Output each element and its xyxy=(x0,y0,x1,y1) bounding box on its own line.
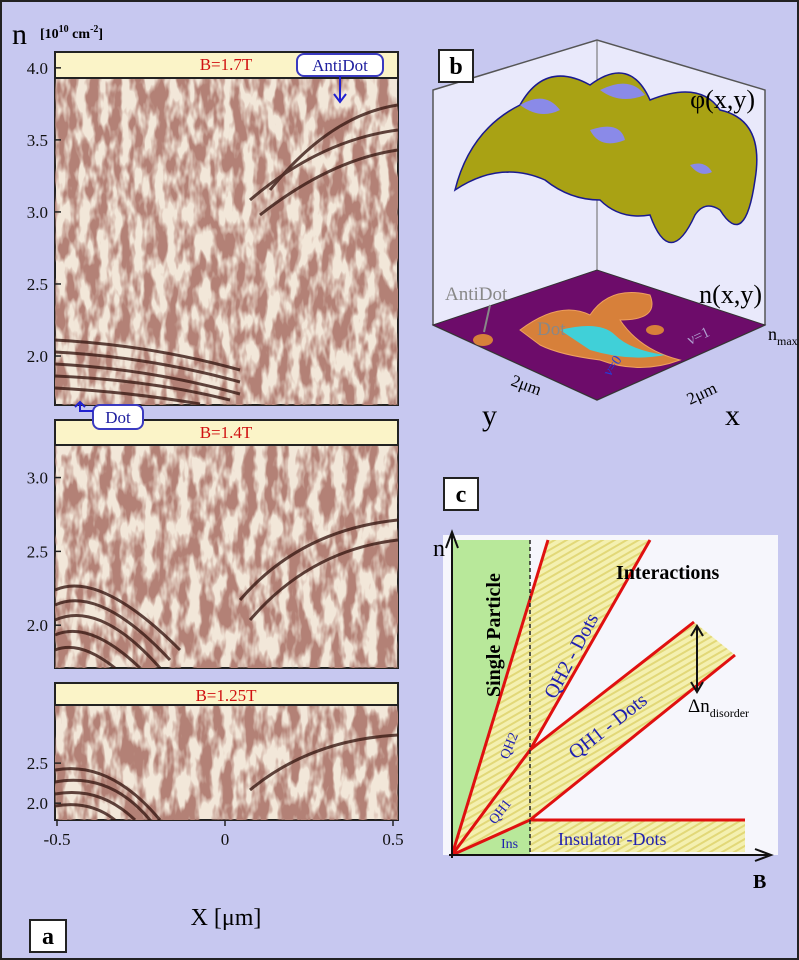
axis-label: x xyxy=(725,399,740,432)
unit-part: [10 xyxy=(40,27,59,42)
panel-label-box xyxy=(443,477,479,511)
image xyxy=(55,705,398,820)
level-sub: max xyxy=(777,334,798,348)
panel-label-box xyxy=(438,49,474,83)
y-tick-label: 2.0 xyxy=(27,347,48,366)
disorder-label: Δndisorder xyxy=(688,696,749,720)
y-tick-label: 2.0 xyxy=(27,616,48,635)
density-dot xyxy=(646,325,664,335)
qh2-band xyxy=(452,540,650,855)
panel-a: n [1010 cm-2] AntiDot Dot X [μm] a xyxy=(12,18,399,953)
axes xyxy=(445,529,774,862)
y-tick-label: 3.5 xyxy=(27,131,48,150)
surface-label: φ(x,y) xyxy=(690,85,755,114)
y-tick-label: 3.0 xyxy=(27,203,48,222)
surface-label: n(x,y) xyxy=(699,280,762,309)
disorder-base: Δn xyxy=(688,696,710,717)
y-tick-label: 2.5 xyxy=(27,275,48,294)
insulator-band xyxy=(530,820,745,852)
image xyxy=(55,78,398,405)
region-label: Interactions xyxy=(616,562,720,584)
panel-label: c xyxy=(456,482,467,508)
axis-label: y xyxy=(482,399,497,432)
fringes xyxy=(55,103,398,405)
y-tick-label: 3.0 xyxy=(27,469,48,488)
axis-label: n xyxy=(433,536,445,562)
x-tick-label: -0.5 xyxy=(44,830,71,849)
potential-surface xyxy=(453,72,758,244)
y-tick-label: 2.5 xyxy=(27,542,48,561)
y-tick-label: 2.5 xyxy=(27,754,48,773)
unit-exp: -2 xyxy=(90,24,98,35)
x-tick-label: 0 xyxy=(221,830,230,849)
surface-patch xyxy=(520,83,712,174)
y-unit: [1010 cm-2] xyxy=(40,24,103,42)
region-label: Single Particle xyxy=(483,573,505,697)
y-tick-label: 2.0 xyxy=(27,794,48,813)
panel-label: a xyxy=(42,924,54,950)
density-dot xyxy=(473,334,493,346)
x-title: X [μm] xyxy=(191,905,262,931)
annotation: Dot xyxy=(105,408,131,427)
image xyxy=(55,445,398,668)
fringes xyxy=(55,733,398,820)
annotation: Dot xyxy=(537,319,566,340)
arrow xyxy=(333,76,347,104)
axis-label: B xyxy=(753,871,766,893)
arrow xyxy=(74,400,93,412)
panel-label: b xyxy=(449,54,462,80)
arrow xyxy=(483,304,491,333)
band-edge xyxy=(450,539,550,856)
panel-b: φ(x,y) n(x,y) AntiDot Dot ν=1 ν=0 nmax 2… xyxy=(431,39,798,432)
qh1-band xyxy=(530,622,735,820)
disorder-arrow xyxy=(690,624,704,694)
annotation: AntiDot xyxy=(312,56,368,75)
annotation: AntiDot xyxy=(445,284,508,305)
level-label: Ins xyxy=(501,837,518,852)
panel-label-box xyxy=(29,919,67,953)
panel-header: B=1.25T xyxy=(195,686,257,705)
unit-part: ] xyxy=(98,27,103,42)
fringes xyxy=(55,518,398,668)
level-label: nmax xyxy=(768,324,798,348)
unit-exp: 10 xyxy=(59,24,69,35)
unit-part: cm xyxy=(69,27,91,42)
panel-header: B=1.4T xyxy=(200,423,253,442)
x-tick-label: 0.5 xyxy=(382,830,403,849)
y-tick-label: 4.0 xyxy=(27,59,48,78)
annotation-box xyxy=(92,404,144,430)
panel-c: n B Single Particle Interactions QH2 - D… xyxy=(433,477,778,893)
disorder-sub: disorder xyxy=(710,706,749,720)
panel-header: B=1.7T xyxy=(200,55,253,74)
header-bar xyxy=(54,682,399,706)
band-label: Insulator -Dots xyxy=(558,829,666,849)
density-region xyxy=(560,326,665,358)
y-title: n xyxy=(12,18,27,51)
level-base: n xyxy=(768,324,777,344)
band-edge xyxy=(529,620,695,752)
